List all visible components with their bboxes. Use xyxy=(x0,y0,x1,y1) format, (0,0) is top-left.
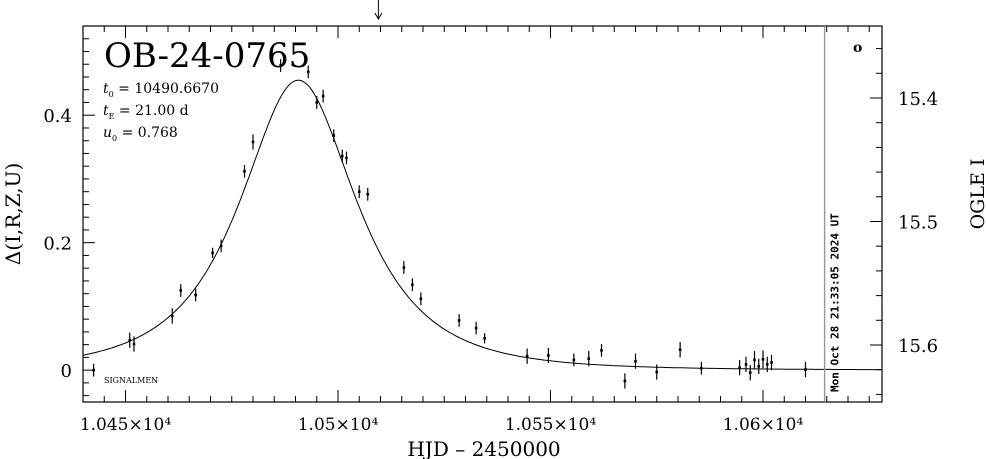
tick-labels: 1.045×10⁴ 1.05×10⁴ 1.055×10⁴ 1.06×10⁴ 0 0.2 0.… xyxy=(43,89,938,435)
data-points xyxy=(92,59,807,389)
data-point xyxy=(744,356,748,373)
data-point xyxy=(483,333,486,344)
data-point xyxy=(572,353,576,367)
data-point xyxy=(170,308,174,324)
data-point xyxy=(251,134,255,150)
data-point xyxy=(419,292,423,306)
plot-frame xyxy=(82,25,883,403)
data-point xyxy=(770,354,773,371)
arrow-down-icon xyxy=(374,0,383,20)
y-tick-label: 0.4 xyxy=(43,106,72,127)
data-point xyxy=(623,373,627,389)
data-point xyxy=(411,278,414,292)
data-point xyxy=(474,321,478,335)
chart-title: OB-24-0765 xyxy=(104,36,310,76)
data-point xyxy=(194,288,197,302)
data-point xyxy=(345,151,348,165)
data-point xyxy=(219,239,223,253)
data-point xyxy=(600,344,603,357)
param-2: u0 = 0.768 xyxy=(103,125,178,143)
data-point xyxy=(366,187,370,201)
data-point xyxy=(700,361,703,375)
data-point xyxy=(315,96,319,109)
data-point xyxy=(92,363,95,377)
data-point xyxy=(340,149,344,163)
data-point xyxy=(211,247,214,258)
timestamp-label: Mon Oct 28 21:33:05 2024 UT xyxy=(829,213,842,392)
x-axis-label: HJD – 2450000 xyxy=(407,437,560,459)
x-tick-label: 1.06×10⁴ xyxy=(723,415,804,435)
data-point xyxy=(525,348,529,364)
data-point xyxy=(243,164,246,178)
param-1: tE = 21.00 d xyxy=(103,103,189,121)
y-axis-label-left: Δ(I,R,Z,U) xyxy=(1,163,25,265)
data-point xyxy=(357,185,361,199)
data-point xyxy=(279,59,282,72)
data-point xyxy=(757,358,761,374)
data-point xyxy=(332,129,336,142)
corner-label: SIGNALMEN xyxy=(104,376,158,385)
data-point xyxy=(457,314,461,327)
data-point xyxy=(321,89,325,103)
model-curve xyxy=(82,79,882,371)
data-point xyxy=(804,361,807,378)
data-point xyxy=(179,284,183,297)
param-0: t0 = 10490.6670 xyxy=(103,81,219,99)
data-point xyxy=(761,350,765,369)
y-right-tick-label: 15.6 xyxy=(898,336,938,357)
y-tick-label: 0.2 xyxy=(43,234,72,255)
data-point xyxy=(765,356,769,373)
data-point xyxy=(634,353,637,369)
x-tick-label: 1.055×10⁴ xyxy=(505,415,597,435)
data-point xyxy=(587,351,591,367)
corner-symbol: o xyxy=(853,40,862,56)
data-point xyxy=(402,261,406,274)
data-point xyxy=(655,364,659,380)
data-point xyxy=(306,65,310,79)
data-point xyxy=(128,332,132,348)
y-right-tick-label: 15.5 xyxy=(898,213,938,234)
data-point xyxy=(547,347,550,364)
y-tick-label: 0 xyxy=(61,361,72,382)
data-point xyxy=(748,365,752,381)
data-point xyxy=(738,359,741,376)
x-tick-label: 1.045×10⁴ xyxy=(80,415,172,435)
data-point xyxy=(678,342,682,358)
data-point xyxy=(753,351,756,369)
model-parameters: t0 = 10490.6670 tE = 21.00 d u0 = 0.768 xyxy=(103,81,219,143)
x-tick-label: 1.05×10⁴ xyxy=(298,415,379,435)
data-point xyxy=(132,336,136,352)
y-right-tick-label: 15.4 xyxy=(898,89,938,110)
y-axis-label-right: OGLE I xyxy=(967,159,986,230)
